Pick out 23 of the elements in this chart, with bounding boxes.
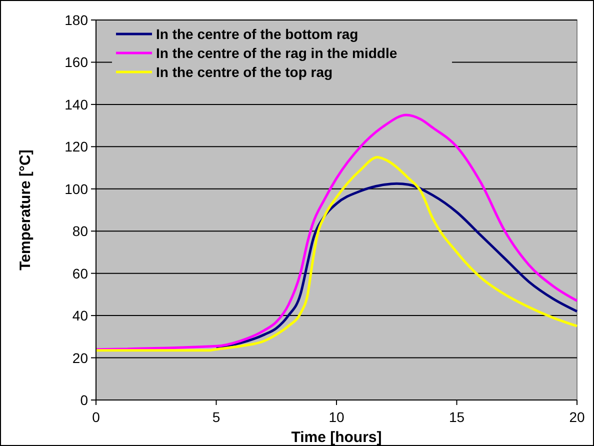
- x-tick-label: 0: [92, 409, 100, 425]
- y-tick-label: 180: [64, 12, 88, 28]
- x-tick-label: 10: [328, 409, 344, 425]
- x-tick-label: 15: [448, 409, 465, 425]
- y-tick-label: 80: [72, 223, 88, 240]
- line-series: [94, 156, 578, 352]
- line-series: [94, 114, 578, 351]
- legend-label: In the centre of the top rag: [156, 64, 333, 80]
- y-tick-label: 0: [80, 392, 88, 408]
- y-tick-label: 40: [72, 308, 88, 324]
- y-tick-label: 60: [72, 265, 88, 282]
- y-tick-label: 20: [72, 350, 88, 366]
- legend-label: In the centre of the bottom rag: [156, 26, 358, 42]
- y-tick-label: 100: [64, 180, 88, 197]
- line-series: [215, 182, 578, 348]
- x-tick-label: 5: [212, 409, 220, 425]
- y-axis-title: Temperature [°C]: [17, 150, 34, 270]
- x-axis-title: Time [hours]: [291, 429, 382, 446]
- y-tick-label: 120: [64, 138, 88, 155]
- y-tick-label: 160: [64, 54, 88, 70]
- y-tick-label: 140: [64, 96, 88, 112]
- legend-label: In the centre of the rag in the middle: [156, 45, 398, 61]
- x-tick-label: 20: [569, 409, 585, 425]
